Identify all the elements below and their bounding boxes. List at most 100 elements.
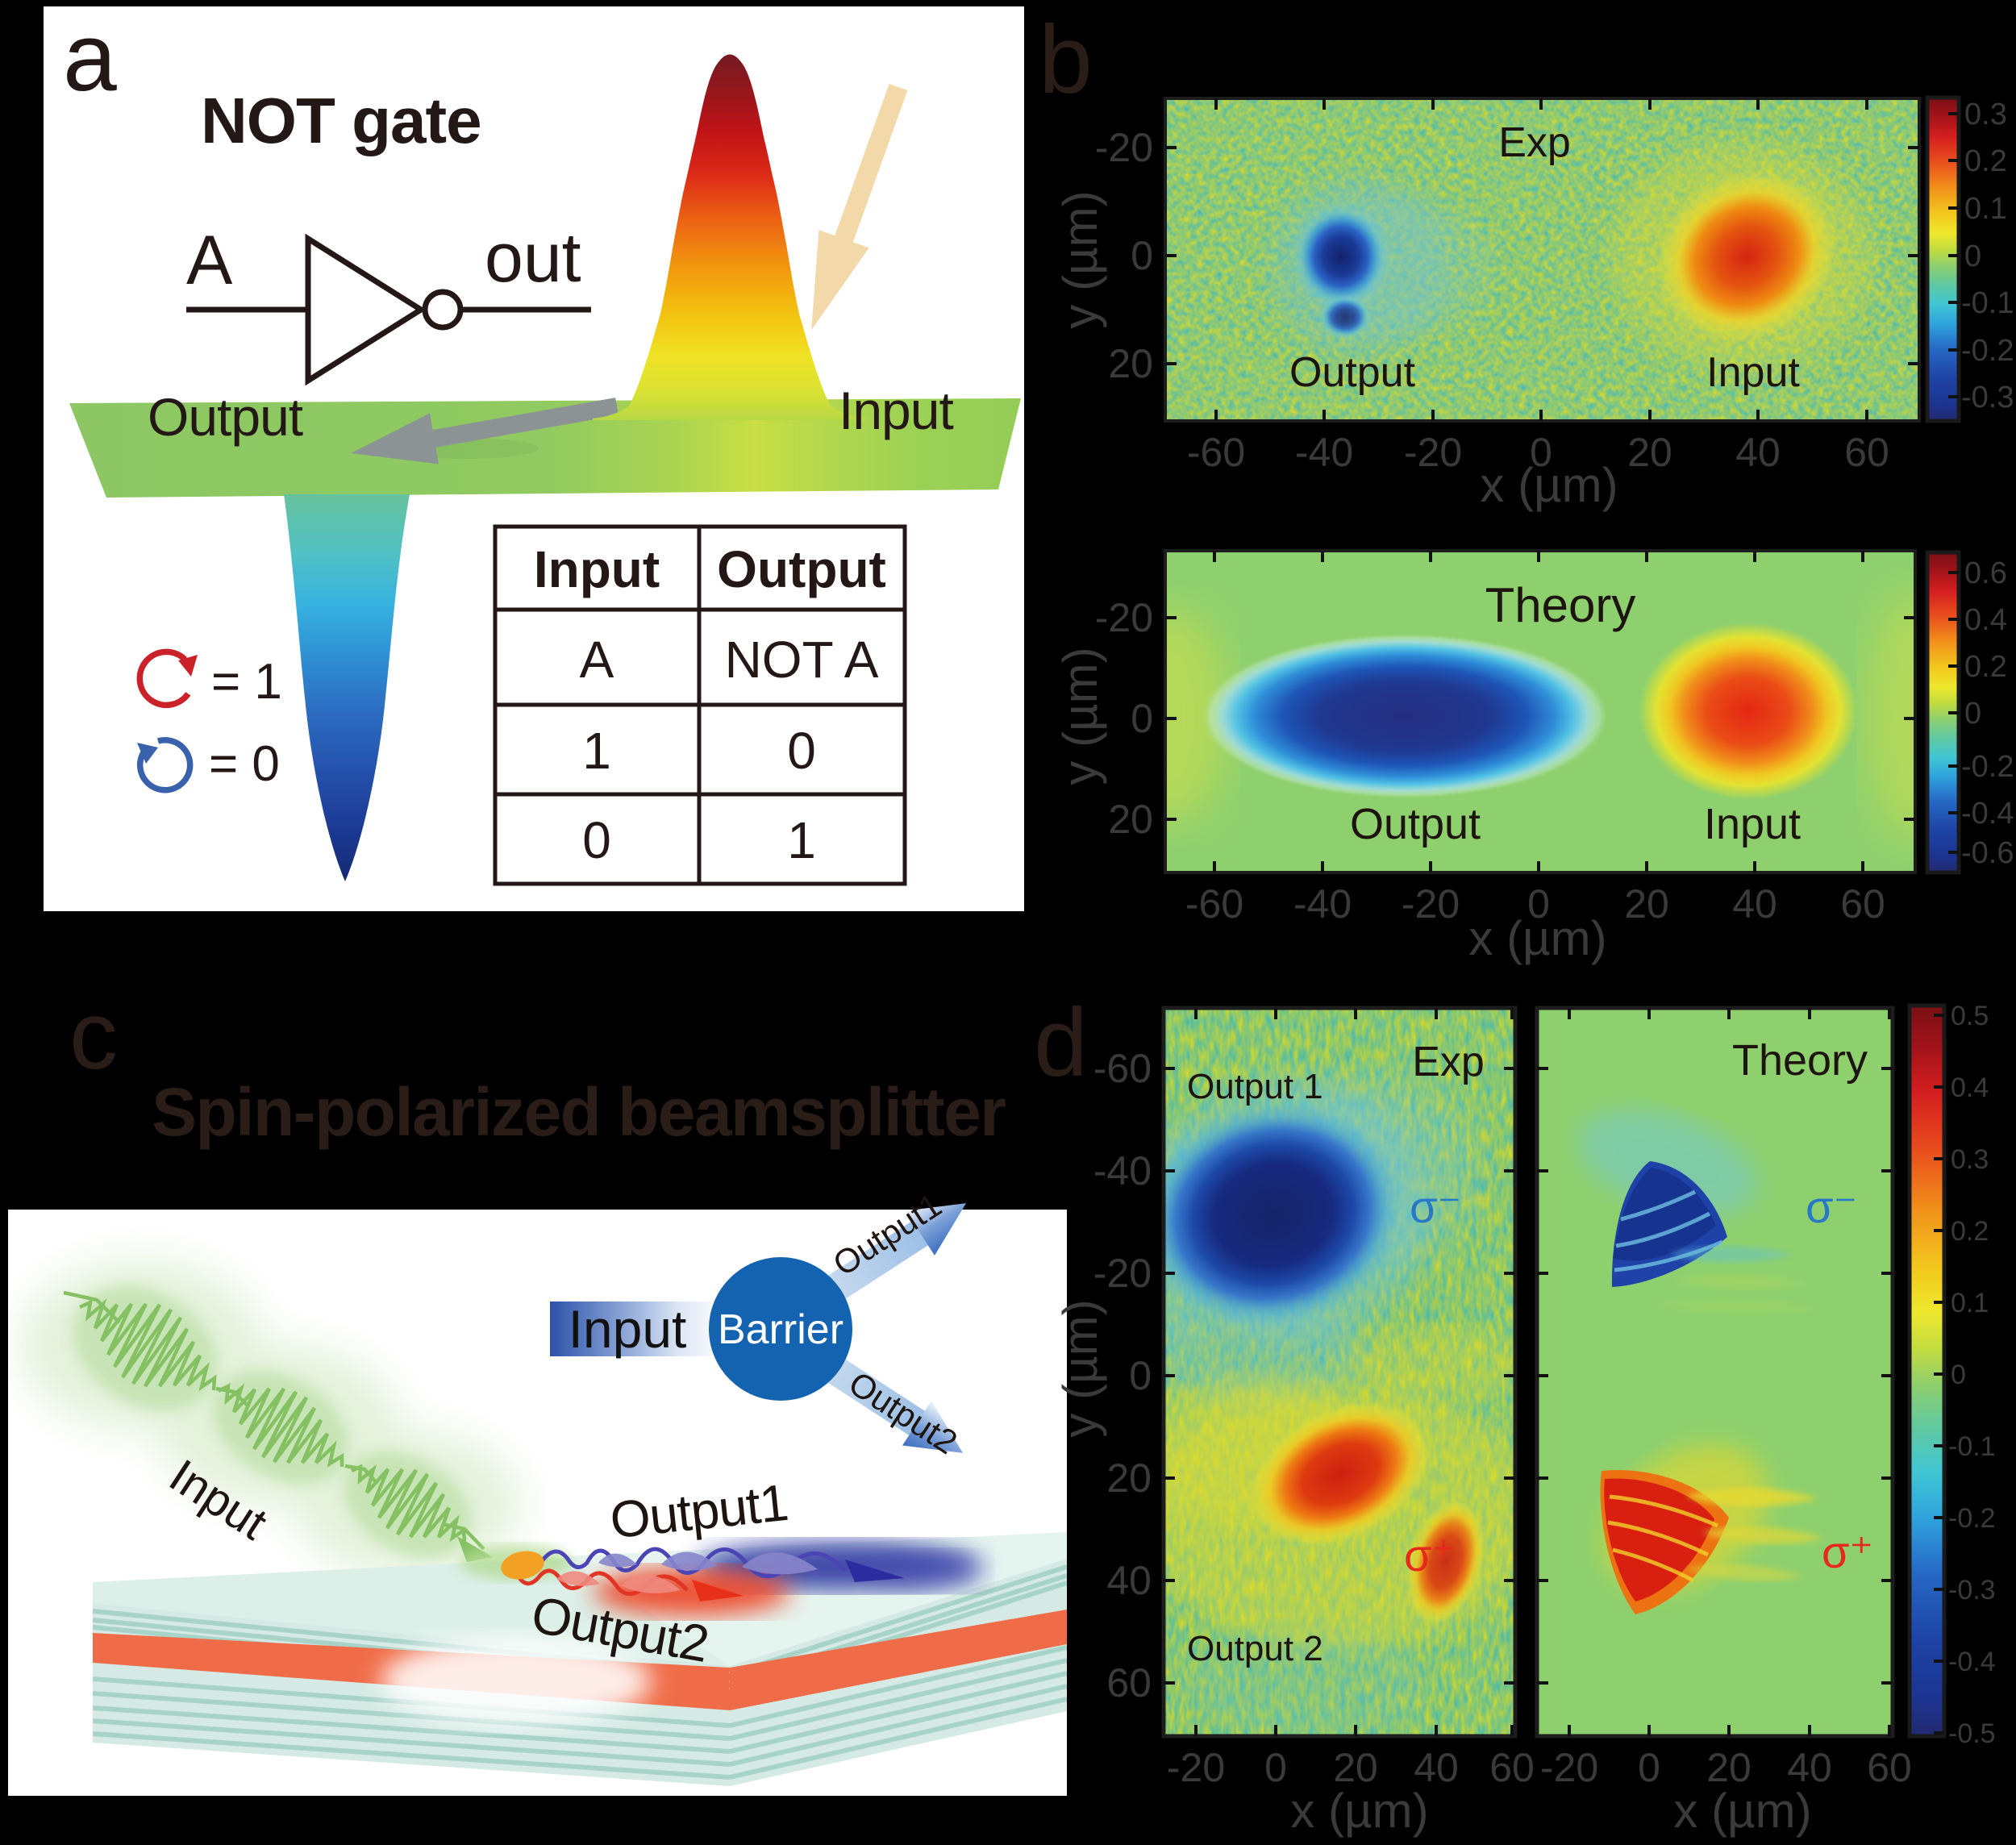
svg-text:1: 1 — [582, 722, 611, 780]
svg-text:0: 0 — [1527, 881, 1550, 927]
svg-text:0.2: 0.2 — [1951, 1216, 1989, 1247]
svg-text:-20: -20 — [1404, 430, 1462, 475]
svg-text:0: 0 — [1131, 233, 1153, 278]
svg-text:Exp: Exp — [1412, 1039, 1485, 1085]
svg-text:-40: -40 — [1093, 1148, 1152, 1193]
svg-text:-0.6: -0.6 — [1961, 836, 2014, 870]
svg-text:0: 0 — [1530, 430, 1552, 475]
svg-text:NOT gate: NOT gate — [201, 85, 481, 156]
svg-text:0.1: 0.1 — [1964, 192, 2007, 226]
svg-text:d: d — [1034, 989, 1088, 1097]
svg-text:A: A — [580, 631, 614, 689]
svg-text:Input: Input — [1704, 800, 1801, 848]
svg-text:0: 0 — [1964, 239, 1981, 273]
svg-text:b: b — [1039, 6, 1093, 114]
svg-text:y (µm): y (µm) — [1053, 190, 1107, 328]
svg-text:0: 0 — [1264, 1745, 1287, 1790]
svg-text:Spin-polarized beamsplitter: Spin-polarized beamsplitter — [152, 1074, 1006, 1150]
svg-text:σ⁻: σ⁻ — [1410, 1181, 1461, 1232]
svg-text:NOT A: NOT A — [725, 631, 879, 689]
svg-text:Output: Output — [1289, 349, 1416, 396]
svg-text:-0.2: -0.2 — [1961, 750, 2014, 784]
svg-text:Input: Input — [1706, 349, 1800, 396]
svg-text:60: 60 — [1840, 881, 1885, 927]
svg-text:0.1: 0.1 — [1951, 1288, 1989, 1318]
svg-text:60: 60 — [1106, 1660, 1152, 1705]
svg-text:20: 20 — [1624, 881, 1669, 927]
svg-text:x (µm): x (µm) — [1468, 911, 1606, 965]
svg-text:-20: -20 — [1402, 881, 1460, 927]
svg-text:Theory: Theory — [1485, 578, 1636, 632]
svg-text:-0.1: -0.1 — [1961, 286, 2014, 320]
svg-text:Output: Output — [1350, 800, 1481, 848]
svg-text:Exp: Exp — [1498, 119, 1571, 166]
svg-text:Output 1: Output 1 — [1187, 1067, 1323, 1106]
svg-text:a: a — [63, 3, 117, 111]
svg-text:-0.2: -0.2 — [1948, 1503, 1996, 1534]
svg-text:Input: Input — [534, 540, 660, 598]
svg-text:-20: -20 — [1095, 595, 1153, 640]
svg-text:60: 60 — [1867, 1745, 1912, 1790]
svg-text:σ⁺: σ⁺ — [1404, 1530, 1456, 1581]
svg-text:Input: Input — [569, 1299, 687, 1359]
svg-text:0: 0 — [1951, 1360, 1966, 1390]
svg-text:0.3: 0.3 — [1964, 98, 2007, 131]
svg-text:0.3: 0.3 — [1951, 1144, 1989, 1175]
svg-text:20: 20 — [1108, 797, 1153, 842]
svg-text:40: 40 — [1787, 1745, 1832, 1790]
svg-text:Output: Output — [717, 540, 886, 598]
svg-text:x (µm): x (µm) — [1673, 1784, 1811, 1838]
svg-text:60: 60 — [1844, 430, 1889, 475]
svg-text:0.4: 0.4 — [1951, 1072, 1989, 1103]
svg-text:0: 0 — [1964, 697, 1981, 731]
svg-text:60: 60 — [1489, 1745, 1535, 1790]
svg-text:y (µm): y (µm) — [1053, 647, 1107, 785]
svg-text:out: out — [485, 219, 581, 297]
svg-text:-60: -60 — [1093, 1046, 1152, 1091]
svg-text:20: 20 — [1706, 1745, 1752, 1790]
svg-text:1: 1 — [787, 811, 816, 869]
svg-text:-0.3: -0.3 — [1961, 381, 2014, 414]
svg-text:20: 20 — [1333, 1745, 1378, 1790]
svg-text:σ⁻: σ⁻ — [1806, 1181, 1857, 1232]
svg-text:Theory: Theory — [1732, 1036, 1868, 1085]
svg-text:-20: -20 — [1093, 1251, 1152, 1296]
svg-text:-20: -20 — [1540, 1745, 1598, 1790]
svg-text:0: 0 — [1131, 696, 1153, 741]
svg-text:-0.1: -0.1 — [1948, 1431, 1996, 1462]
svg-text:-40: -40 — [1295, 430, 1353, 475]
svg-text:A: A — [186, 222, 233, 299]
svg-text:0.2: 0.2 — [1964, 650, 2007, 684]
svg-text:-20: -20 — [1167, 1745, 1225, 1790]
svg-text:-0.4: -0.4 — [1961, 797, 2014, 831]
svg-text:20: 20 — [1108, 341, 1153, 386]
svg-text:x (µm): x (µm) — [1290, 1784, 1428, 1838]
svg-text:0.4: 0.4 — [1964, 603, 2007, 637]
svg-text:0.2: 0.2 — [1964, 144, 2007, 178]
svg-text:40: 40 — [1414, 1745, 1459, 1790]
svg-text:40: 40 — [1732, 881, 1777, 927]
svg-text:0: 0 — [582, 811, 611, 869]
svg-text:40: 40 — [1106, 1558, 1152, 1603]
svg-text:-20: -20 — [1095, 125, 1153, 170]
svg-text:-60: -60 — [1187, 430, 1245, 475]
svg-text:= 0: = 0 — [209, 736, 280, 792]
svg-text:0: 0 — [1638, 1745, 1660, 1790]
svg-text:-0.4: -0.4 — [1948, 1647, 1996, 1677]
svg-text:-0.5: -0.5 — [1948, 1718, 1996, 1749]
svg-text:-0.3: -0.3 — [1948, 1575, 1996, 1606]
svg-text:Barrier: Barrier — [718, 1306, 843, 1353]
svg-text:Output: Output — [148, 387, 303, 447]
svg-text:y (µm): y (µm) — [1053, 1299, 1107, 1437]
svg-text:= 1: = 1 — [211, 654, 282, 710]
svg-text:0.5: 0.5 — [1951, 1001, 1989, 1031]
svg-text:Input: Input — [839, 381, 953, 440]
svg-text:c: c — [69, 981, 118, 1089]
svg-text:40: 40 — [1735, 430, 1781, 475]
svg-text:20: 20 — [1106, 1456, 1152, 1501]
svg-text:0: 0 — [1129, 1353, 1152, 1398]
svg-text:x (µm): x (µm) — [1480, 458, 1618, 512]
svg-text:0: 0 — [787, 722, 816, 780]
svg-text:20: 20 — [1627, 430, 1672, 475]
svg-text:-60: -60 — [1185, 881, 1243, 927]
